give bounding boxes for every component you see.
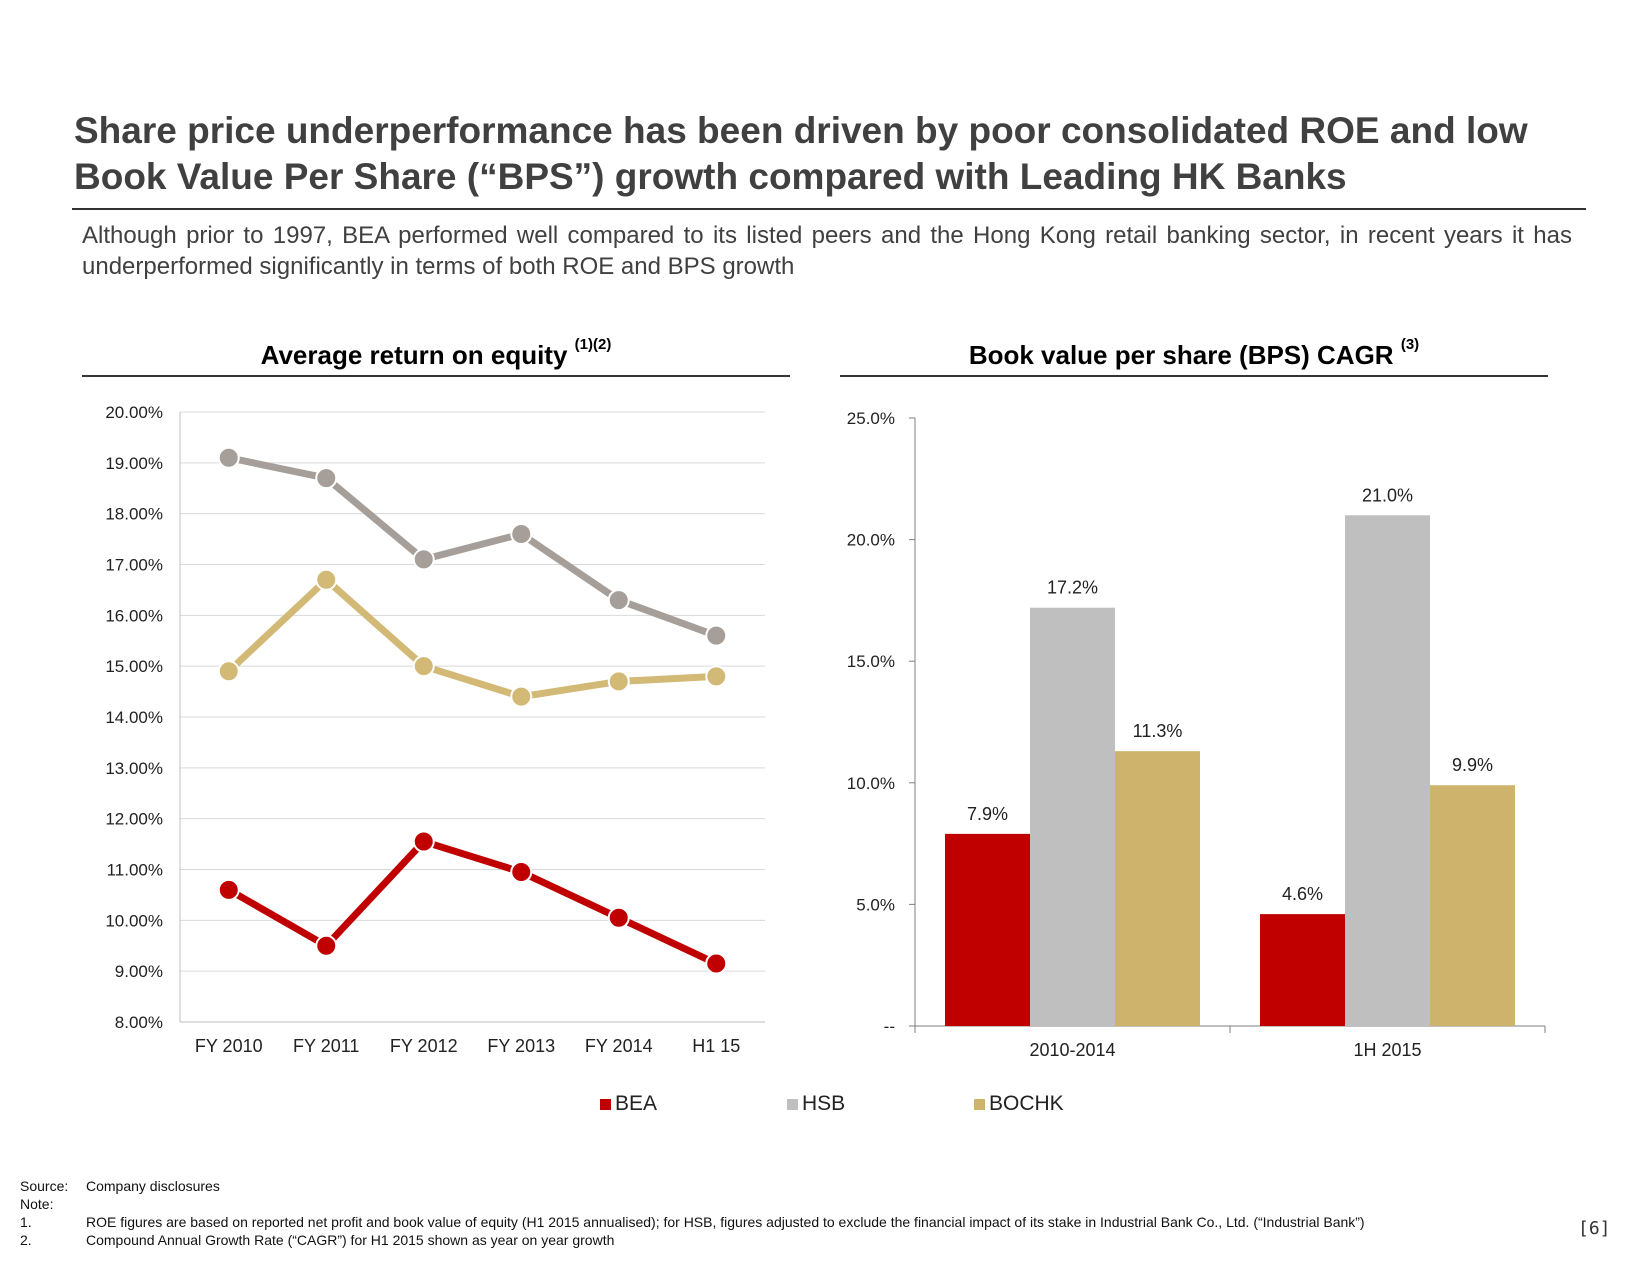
bar-bea [945,833,1030,1026]
y-tick-label: 25.0% [847,409,895,428]
bps-chart-title-text: Book value per share (BPS) CAGR [968,340,1394,370]
data-label-bochk: 11.3% [1133,721,1183,741]
data-label-hsb: 21.0% [1362,485,1413,505]
series-line-bea [227,838,718,967]
data-point-bochk [412,655,435,678]
y-tick-label: 17.00% [105,556,163,575]
data-point-hsb [705,624,728,647]
roe-chart-title: Average return on equity (1)(2) [82,336,790,371]
source-label: Source: [20,1178,69,1194]
legend-swatch-hsb [787,1098,798,1110]
data-point-bea [510,861,533,884]
y-tick-label: 14.00% [105,708,163,727]
x-tick-label: FY 2012 [390,1036,458,1056]
roe-chart-rule [82,375,790,377]
y-tick-label: -- [884,1017,895,1036]
data-point-bea [315,934,338,957]
data-point-bochk [607,670,630,693]
legend-swatch-bea [600,1098,611,1110]
roe-line-chart: 20.00% 19.00% 18.00% 17.00% 16.00% 15.00% 14.0… [105,403,765,1056]
x-tick-label: FY 2010 [195,1036,263,1056]
legend-label-bea: BEA [615,1092,658,1115]
data-point-hsb [315,467,338,490]
legend-label-hsb: HSB [802,1092,846,1115]
data-label-hsb: 17.2% [1047,578,1098,598]
y-tick-label: 18.00% [105,505,163,524]
data-point-bochk [510,685,533,708]
y-tick-label: 15.00% [105,657,163,676]
y-tick-label: 5.0% [856,895,895,914]
note-number: 2. [20,1232,32,1248]
page-subtitle: Although prior to 1997, BEA performed we… [82,222,1572,280]
data-point-bochk [705,665,728,688]
series-line-bochk [226,576,717,701]
page-number: [6] [1578,1218,1611,1239]
data-point-hsb [217,446,240,469]
data-label-bea: 7.9% [967,804,1008,824]
x-tick-label: H1 15 [692,1036,740,1056]
x-tick-label: FY 2014 [585,1036,653,1056]
y-tick-label: 20.00% [105,403,163,422]
data-point-bea [705,952,728,975]
legend-item-bochk: BOCHK [974,1092,1064,1116]
y-tick-label: 10.0% [847,774,895,793]
y-tick-label: 12.00% [105,810,163,829]
data-point-bea [217,878,240,901]
y-tick-label: 19.00% [105,454,163,473]
bps-bar-chart: 25.0% 20.0% 15.0% 10.0% 5.0% -- 2010-2014 7.9% 1… [847,409,1546,1060]
y-tick-label: 9.00% [115,962,163,981]
data-point-hsb [607,589,630,612]
y-tick-label: 10.00% [105,911,163,930]
bar-bea [1260,914,1345,1026]
bps-chart-title-superscript: (3) [1400,336,1420,353]
data-point-hsb [412,548,435,571]
data-point-bochk [315,568,338,591]
bar-bochk [1430,785,1515,1026]
bar-hsb [1345,515,1430,1026]
data-point-hsb [510,523,533,545]
bps-chart-title: Book value per share (BPS) CAGR (3) [840,336,1548,371]
data-label-bea: 4.6% [1282,884,1323,904]
legend-label-bochk: BOCHK [989,1092,1064,1115]
legend-item-hsb: HSB [787,1092,845,1116]
page-title: Share price underperformance has been dr… [74,110,1528,197]
data-point-bea [412,830,435,853]
legend-item-bea: BEA [600,1092,657,1116]
x-tick-label: FY 2013 [487,1036,555,1056]
data-point-bochk [217,660,240,683]
data-point-bea [607,906,630,929]
y-tick-label: 8.00% [115,1013,163,1032]
x-tick-label: FY 2011 [293,1036,359,1056]
x-tick-label: 1H 2015 [1353,1040,1421,1060]
title-divider [72,208,1586,210]
y-tick-label: 16.00% [105,606,163,625]
bar-bochk [1115,751,1200,1026]
legend-swatch-bochk [974,1098,985,1110]
note-text: ROE figures are based on reported net pr… [86,1214,1365,1230]
bar-hsb [1030,607,1115,1026]
y-tick-label: 20.0% [847,531,895,550]
roe-chart-title-superscript: (1)(2) [574,336,612,353]
y-tick-label: 13.00% [105,759,163,778]
data-label-bochk: 9.9% [1452,755,1493,775]
series-line-hsb [228,454,718,639]
source-text: Company disclosures [86,1178,220,1194]
bps-chart-rule [840,375,1548,377]
y-tick-label: 11.00% [107,861,163,880]
note-label: Note: [20,1196,54,1212]
x-tick-label: 2010-2014 [1029,1040,1115,1060]
note-text: Compound Annual Growth Rate (“CAGR”) for… [86,1232,615,1248]
roe-chart-title-text: Average return on equity [260,340,568,370]
y-tick-label: 15.0% [847,652,895,671]
note-number: 1. [20,1214,32,1230]
